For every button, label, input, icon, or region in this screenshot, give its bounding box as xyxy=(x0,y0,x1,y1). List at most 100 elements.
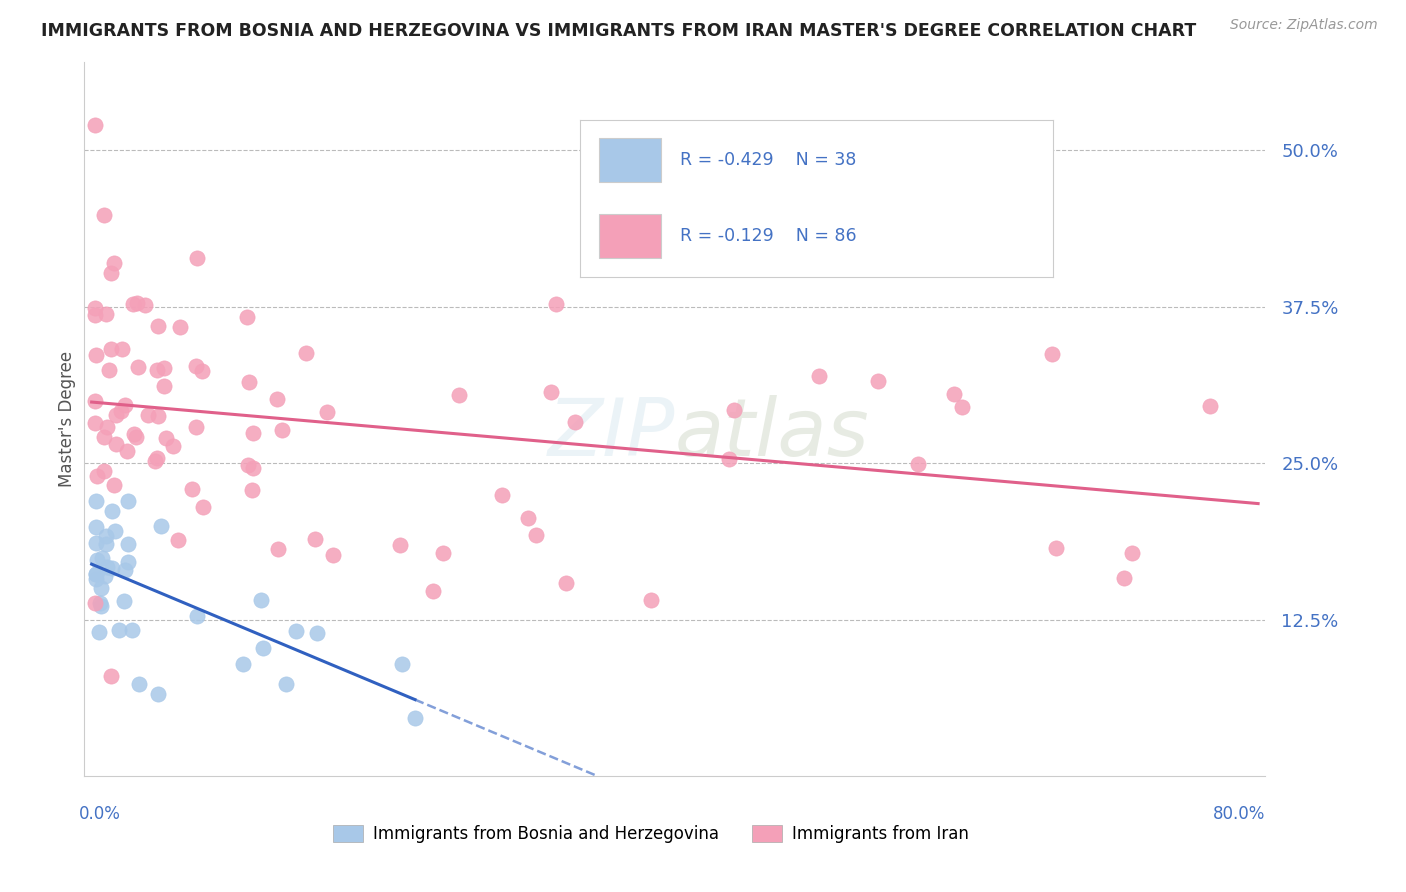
Point xyxy=(236,458,259,472)
Text: 80.0%: 80.0% xyxy=(1213,805,1265,822)
Y-axis label: Master's Degree: Master's Degree xyxy=(58,351,76,487)
Point xyxy=(128,677,150,691)
Point xyxy=(723,402,745,417)
Text: atlas: atlas xyxy=(675,394,870,473)
Point xyxy=(232,657,254,671)
Text: IMMIGRANTS FROM BOSNIA AND HERZEGOVINA VS IMMIGRANTS FROM IRAN MASTER'S DEGREE C: IMMIGRANTS FROM BOSNIA AND HERZEGOVINA V… xyxy=(41,22,1197,40)
Point xyxy=(100,266,122,280)
Point xyxy=(114,563,136,577)
Point xyxy=(242,460,264,475)
Point xyxy=(122,297,145,311)
Point xyxy=(266,392,288,406)
Text: ZIP: ZIP xyxy=(547,394,675,473)
Point xyxy=(717,452,740,467)
Point xyxy=(432,546,454,560)
Point xyxy=(1040,347,1063,361)
Point xyxy=(105,408,128,422)
Point xyxy=(284,624,307,638)
Point xyxy=(101,561,124,575)
Point xyxy=(238,376,260,390)
Point xyxy=(184,359,207,374)
Point xyxy=(808,369,831,384)
Point xyxy=(316,404,339,418)
Point xyxy=(274,676,297,690)
Point xyxy=(307,626,329,640)
Point xyxy=(117,493,139,508)
Point xyxy=(96,419,118,434)
Point xyxy=(1121,546,1143,560)
Point xyxy=(104,524,127,538)
Point xyxy=(555,576,578,591)
Point xyxy=(517,510,540,524)
Point xyxy=(103,256,125,270)
Point xyxy=(96,560,118,574)
Point xyxy=(146,409,169,424)
Point xyxy=(1112,571,1135,585)
Point xyxy=(186,251,208,265)
Point xyxy=(86,553,108,567)
Point xyxy=(146,450,169,465)
Point xyxy=(162,439,184,453)
Point xyxy=(524,528,547,542)
Point xyxy=(127,359,149,374)
Point xyxy=(389,538,412,552)
Point xyxy=(93,208,115,222)
Point xyxy=(117,537,139,551)
Point xyxy=(146,363,169,377)
Point xyxy=(236,310,259,324)
Point xyxy=(117,443,139,458)
Text: Source: ZipAtlas.com: Source: ZipAtlas.com xyxy=(1230,18,1378,32)
Point xyxy=(145,454,167,468)
Point xyxy=(96,537,118,551)
Point xyxy=(107,624,129,638)
Point xyxy=(105,436,128,450)
Point xyxy=(86,468,108,483)
Point xyxy=(84,493,107,508)
Point xyxy=(84,536,107,550)
Point xyxy=(134,298,156,312)
Point xyxy=(866,374,889,388)
Point xyxy=(84,118,107,132)
Point xyxy=(114,398,136,412)
Point xyxy=(242,425,264,440)
Point xyxy=(252,640,274,655)
Point xyxy=(110,404,132,418)
Point xyxy=(125,430,148,444)
Point xyxy=(84,348,107,362)
Point xyxy=(93,464,115,478)
Point xyxy=(146,687,169,701)
Point xyxy=(304,532,326,546)
Legend: Immigrants from Bosnia and Herzegovina, Immigrants from Iran: Immigrants from Bosnia and Herzegovina, … xyxy=(326,818,976,850)
Point xyxy=(564,415,586,429)
Point xyxy=(93,430,115,444)
Point xyxy=(97,363,120,377)
Point xyxy=(153,361,176,376)
Point xyxy=(169,319,191,334)
Point xyxy=(138,408,160,422)
Point xyxy=(270,424,292,438)
Point xyxy=(191,500,214,514)
Point xyxy=(422,584,444,599)
Point xyxy=(83,596,105,610)
Point xyxy=(180,483,202,497)
Point xyxy=(111,342,134,356)
Point xyxy=(83,394,105,409)
Point xyxy=(84,520,107,534)
Point xyxy=(121,623,143,637)
Point xyxy=(150,518,173,533)
Point xyxy=(146,319,169,334)
Point xyxy=(83,301,105,315)
Point xyxy=(447,388,470,402)
Point xyxy=(322,548,344,562)
Point xyxy=(94,568,117,582)
Point xyxy=(155,431,177,445)
Point xyxy=(1045,541,1067,555)
Point xyxy=(540,384,562,399)
Point xyxy=(404,711,426,725)
Point xyxy=(267,542,290,557)
Point xyxy=(950,400,973,414)
Point xyxy=(186,608,208,623)
Point xyxy=(101,504,124,518)
Point xyxy=(100,342,122,356)
Point xyxy=(190,364,212,378)
